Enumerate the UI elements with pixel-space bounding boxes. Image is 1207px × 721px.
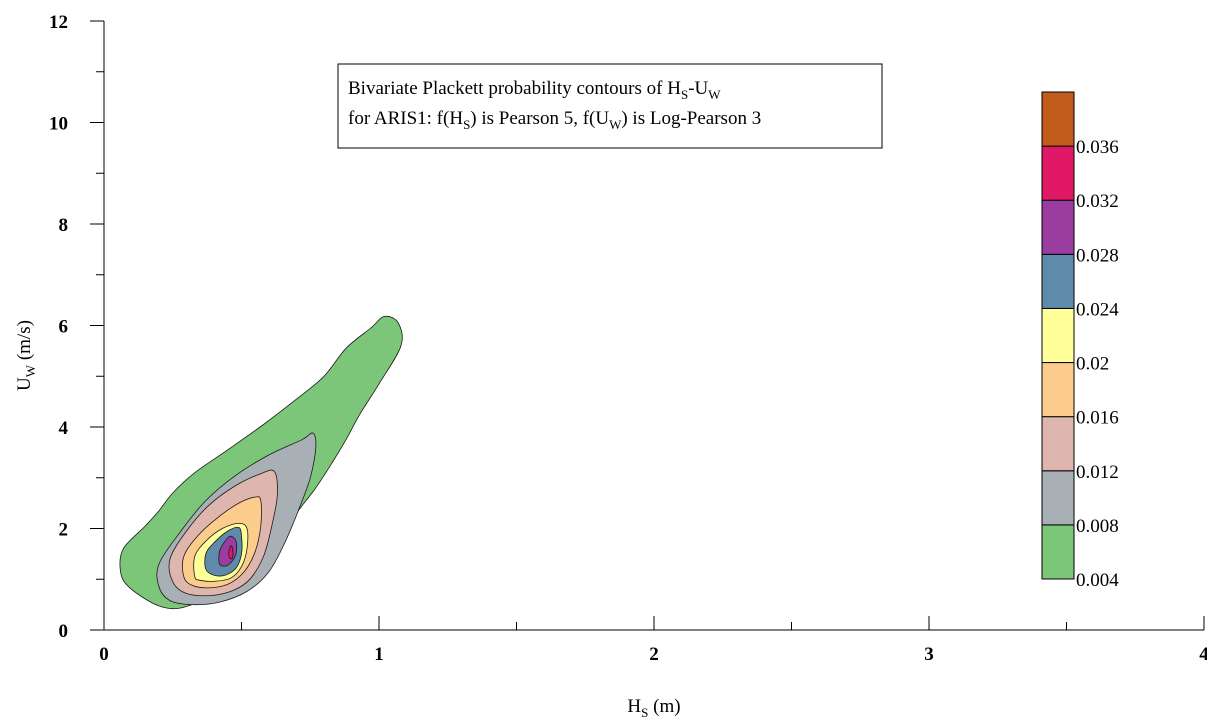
colorbar-swatch <box>1041 362 1075 418</box>
colorbar-tick-label: 0.016 <box>1076 408 1119 429</box>
colorbar-swatch <box>1041 91 1075 147</box>
y-tick-label: 12 <box>49 12 68 33</box>
y-tick-label: 10 <box>49 114 68 135</box>
colorbar-swatch <box>1041 470 1075 526</box>
colorbar-swatch <box>1041 199 1075 255</box>
colorbar-tick-label: 0.024 <box>1076 299 1119 320</box>
x-tick-label: 4 <box>1199 644 1207 665</box>
y-axis-title: UW (m/s) <box>14 320 38 391</box>
title-frame <box>337 63 883 149</box>
x-tick-label: 1 <box>374 644 384 665</box>
x-tick-label: 0 <box>99 644 109 665</box>
colorbar-swatch <box>1041 416 1075 472</box>
chart-title-box: Bivariate Plackett probability contours … <box>337 63 883 149</box>
colorbar-tick-label: 0.008 <box>1076 516 1119 537</box>
y-tick-label: 6 <box>59 317 69 338</box>
colorbar-swatch <box>1041 253 1075 309</box>
colorbar-tick-label: 0.032 <box>1076 191 1119 212</box>
x-axis-title: HS (m) <box>627 696 680 720</box>
colorbar-tick-label: 0.012 <box>1076 462 1119 483</box>
x-tick-label: 2 <box>649 644 659 665</box>
chart-title-line: Bivariate Plackett probability contours … <box>348 78 721 102</box>
y-tick-label: 2 <box>59 520 69 541</box>
colorbar-tick-label: 0.004 <box>1076 570 1119 591</box>
y-tick-label: 0 <box>59 621 69 642</box>
y-tick-label: 4 <box>59 418 69 439</box>
contour-level-0_032 <box>228 545 234 560</box>
colorbar-swatch <box>1041 307 1075 364</box>
contour-fills <box>119 315 403 610</box>
colorbar-tick-label: 0.02 <box>1076 354 1109 375</box>
y-tick-label: 8 <box>59 215 69 236</box>
colorbar-tick-label: 0.036 <box>1076 137 1119 158</box>
colorbar-swatch <box>1041 524 1075 580</box>
chart-title-line: for ARIS1: f(HS) is Pearson 5, f(UW) is … <box>348 108 761 132</box>
colorbar-legend: 0.004 0.008 0.012 0.016 0.02 0.024 0.028 0.032 0… <box>1041 91 1119 591</box>
colorbar-swatch <box>1041 145 1075 201</box>
colorbar-tick-label: 0.028 <box>1076 245 1119 266</box>
x-tick-label: 3 <box>924 644 934 665</box>
